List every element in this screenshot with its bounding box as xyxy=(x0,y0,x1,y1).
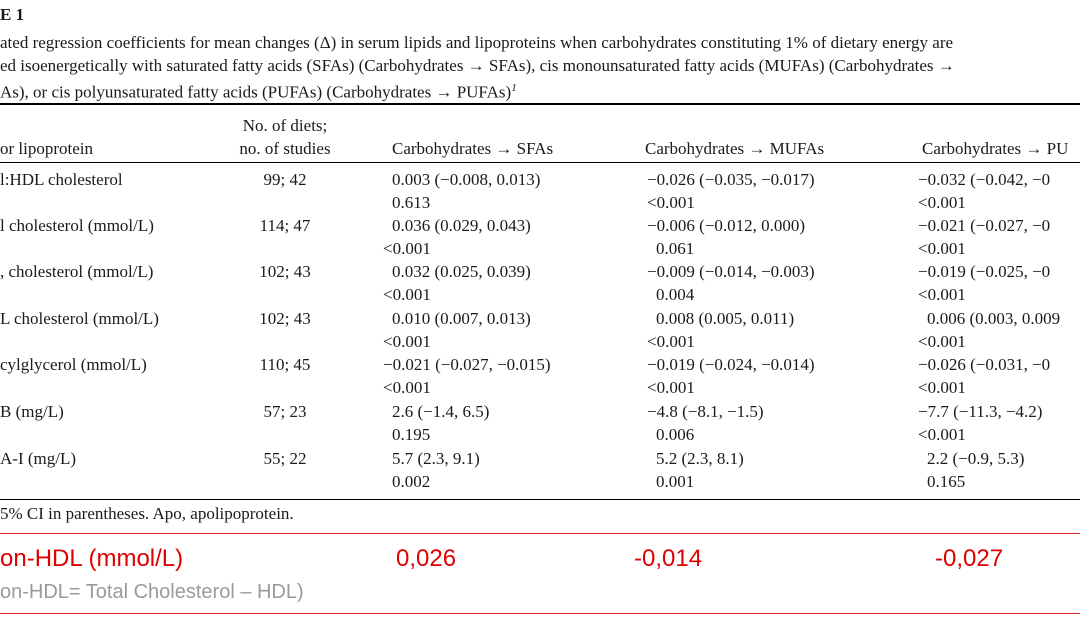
header-diets-line1: No. of diets; xyxy=(242,116,328,135)
row-mufa-estimate: −4.8 (−8.1, −1.5) xyxy=(647,402,764,421)
row-mufa-p-value: <0.001 xyxy=(647,332,695,351)
row-pufa-estimate: 2.2 (−0.9, 5.3) xyxy=(927,449,1025,468)
header-rule xyxy=(0,162,1080,163)
row-sfa-p-value: 0.002 xyxy=(392,472,431,491)
row-diets-studies: 99; 42 xyxy=(263,170,307,189)
row-sfa-p-value: <0.001 xyxy=(383,239,431,258)
caption-footnote-marker: 1 xyxy=(511,82,517,94)
row-sfa-estimate: 5.7 (2.3, 9.1) xyxy=(392,449,480,468)
row-pufa-estimate: −0.032 (−0.042, −0 xyxy=(918,170,1051,189)
row-pufa-estimate: −0.019 (−0.025, −0 xyxy=(918,262,1051,281)
row-diets-studies: 102; 43 xyxy=(259,309,311,328)
table-caption: E 1 ated regression coefficients for mea… xyxy=(0,6,955,104)
row-mufa-p-value: 0.006 xyxy=(656,425,695,444)
row-pufa-estimate: −0.026 (−0.031, −0 xyxy=(918,355,1051,374)
header-carbohydrates-mufa: Carbohydrates → MUFAs xyxy=(645,139,825,158)
row-lipoprotein-name: A-I (mg/L) xyxy=(0,449,77,468)
row-diets-studies: 114; 47 xyxy=(259,216,311,235)
row-lipoprotein-name: cylglycerol (mmol/L) xyxy=(0,355,147,374)
row-lipoprotein-name: l:HDL cholesterol xyxy=(0,170,123,189)
row-pufa-p-value: <0.001 xyxy=(918,425,966,444)
row-diets-studies: 55; 22 xyxy=(263,449,307,468)
row-mufa-estimate: −0.009 (−0.014, −0.003) xyxy=(647,262,815,281)
caption-line-1: ated regression coefficients for mean ch… xyxy=(0,33,954,52)
annotation-bottom-line xyxy=(0,613,1080,614)
row-sfa-p-value: 0.195 xyxy=(392,425,431,444)
table-bottom-rule xyxy=(0,499,1080,500)
row-pufa-estimate: −0.021 (−0.027, −0 xyxy=(918,216,1051,235)
row-diets-studies: 102; 43 xyxy=(259,262,311,281)
row-sfa-p-value: <0.001 xyxy=(383,378,431,397)
row-sfa-estimate: 2.6 (−1.4, 6.5) xyxy=(392,402,490,421)
row-mufa-p-value: 0.004 xyxy=(656,285,695,304)
row-mufa-estimate: −0.006 (−0.012, 0.000) xyxy=(647,216,805,235)
row-pufa-p-value: <0.001 xyxy=(918,332,966,351)
row-mufa-p-value: 0.001 xyxy=(656,472,695,491)
row-sfa-p-value: <0.001 xyxy=(383,285,431,304)
row-pufa-p-value: <0.001 xyxy=(918,285,966,304)
row-pufa-p-value: <0.001 xyxy=(918,378,966,397)
caption-line-2: ed isoenergetically with saturated fatty… xyxy=(0,55,955,75)
row-pufa-p-value: 0.165 xyxy=(927,472,966,491)
row-mufa-p-value: <0.001 xyxy=(647,378,695,397)
row-mufa-estimate: −0.026 (−0.035, −0.017) xyxy=(647,170,815,189)
header-carbohydrates-sfa: Carbohydrates → SFAs xyxy=(392,139,554,158)
row-pufa-estimate: 0.006 (0.003, 0.009 xyxy=(927,309,1061,328)
row-pufa-p-value: <0.001 xyxy=(918,239,966,258)
row-sfa-estimate: 0.032 (0.025, 0.039) xyxy=(392,262,531,281)
row-diets-studies: 57; 23 xyxy=(263,402,307,421)
header-diets-line2: no. of studies xyxy=(239,139,331,158)
annotation-value-mufa: -0,014 xyxy=(634,545,703,572)
header-carbohydrates-pufa: Carbohydrates → PU xyxy=(922,139,1069,158)
annotation-note: on-HDL= Total Cholesterol – HDL) xyxy=(0,581,304,603)
row-mufa-p-value: 0.061 xyxy=(656,239,695,258)
row-sfa-estimate: 0.036 (0.029, 0.043) xyxy=(392,216,531,235)
table-top-rule xyxy=(0,103,1080,105)
table-label: E 1 xyxy=(0,5,25,24)
row-mufa-estimate: −0.019 (−0.024, −0.014) xyxy=(647,355,815,374)
row-sfa-estimate: −0.021 (−0.027, −0.015) xyxy=(383,355,551,374)
row-sfa-p-value: 0.613 xyxy=(392,193,431,212)
row-pufa-p-value: <0.001 xyxy=(918,193,966,212)
row-mufa-estimate: 5.2 (2.3, 8.1) xyxy=(656,449,744,468)
row-lipoprotein-name: , cholesterol (mmol/L) xyxy=(0,262,154,281)
row-mufa-p-value: <0.001 xyxy=(647,193,695,212)
row-sfa-estimate: 0.003 (−0.008, 0.013) xyxy=(392,170,541,189)
row-pufa-estimate: −7.7 (−11.3, −4.2) xyxy=(918,402,1043,421)
row-diets-studies: 110; 45 xyxy=(259,355,311,374)
row-lipoprotein-name: l cholesterol (mmol/L) xyxy=(0,216,154,235)
annotation-label: on-HDL (mmol/L) xyxy=(0,545,184,572)
row-sfa-p-value: <0.001 xyxy=(383,332,431,351)
row-sfa-estimate: 0.010 (0.007, 0.013) xyxy=(392,309,531,328)
annotation-value-sfa: 0,026 xyxy=(396,545,457,572)
header-lipoprotein: or lipoprotein xyxy=(0,139,94,158)
annotation-top-line xyxy=(0,533,1080,534)
row-lipoprotein-name: B (mg/L) xyxy=(0,402,64,421)
caption-line-3: As), or cis polyunsaturated fatty acids … xyxy=(0,82,517,102)
row-lipoprotein-name: L cholesterol (mmol/L) xyxy=(0,309,159,328)
table-footnote: 5% CI in parentheses. Apo, apolipoprotei… xyxy=(0,504,294,523)
annotation-value-pufa: -0,027 xyxy=(935,545,1004,572)
row-mufa-estimate: 0.008 (0.005, 0.011) xyxy=(656,309,795,328)
